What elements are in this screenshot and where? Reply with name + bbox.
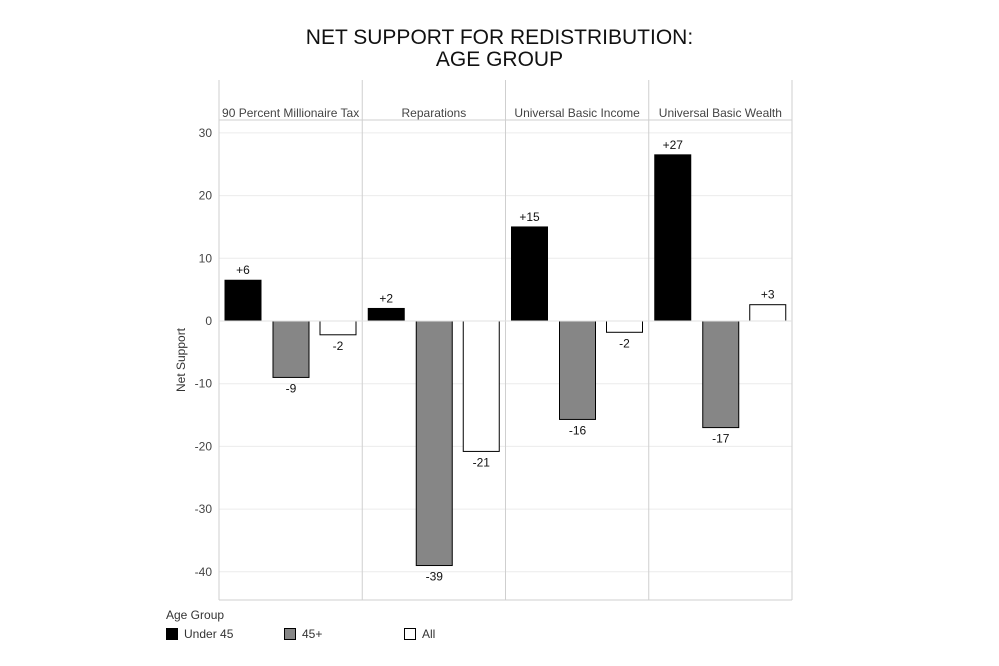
- legend-swatch: [284, 628, 296, 640]
- bar: [367, 307, 405, 322]
- data-label: +2: [379, 291, 393, 305]
- legend-item: 45+: [284, 627, 404, 641]
- bar: [749, 304, 787, 322]
- data-label: -21: [473, 455, 491, 469]
- bar: [272, 320, 310, 378]
- legend-swatch: [166, 628, 178, 640]
- data-label: -2: [619, 336, 630, 350]
- y-tick-label: -20: [195, 439, 213, 453]
- category-header: 90 Percent Millionaire Tax: [222, 106, 359, 120]
- category-header: Universal Basic Income: [514, 106, 640, 120]
- legend-item: All: [404, 627, 464, 641]
- y-tick-label: 20: [199, 189, 213, 203]
- chart-title-line-2: AGE GROUP: [435, 48, 564, 71]
- y-tick-label: 30: [199, 126, 213, 140]
- bar: [654, 154, 692, 322]
- legend-label: Under 45: [184, 627, 234, 641]
- legend-title: Age Group: [166, 608, 225, 622]
- chart-title: NET SUPPORT FOR REDISTRIBUTION: AGE GROU…: [0, 27, 999, 71]
- y-tick-label: 10: [199, 251, 213, 265]
- data-label: +6: [236, 263, 250, 277]
- data-label: +3: [761, 288, 775, 302]
- y-tick-label: -30: [195, 502, 213, 516]
- bar: [606, 320, 643, 333]
- data-label: -2: [333, 339, 344, 353]
- chart-title-line-1: NET SUPPORT FOR REDISTRIBUTION:: [305, 26, 694, 49]
- category-header: Universal Basic Wealth: [659, 106, 782, 120]
- data-label: -16: [569, 423, 587, 437]
- legend-label: 45+: [302, 627, 323, 641]
- data-label: -39: [426, 570, 444, 584]
- y-tick-label: -40: [195, 565, 213, 579]
- y-axis-label: Net Support: [174, 327, 188, 392]
- data-label: -17: [712, 432, 730, 446]
- legend-item: Under 45: [166, 627, 284, 641]
- bar: [224, 279, 262, 322]
- legend-swatch: [404, 628, 416, 640]
- legend-items: Under 45 45+ All: [166, 627, 464, 641]
- bar: [559, 320, 596, 420]
- bar: [319, 320, 357, 336]
- bar: [511, 226, 548, 322]
- data-label: +15: [519, 210, 540, 224]
- category-header: Reparations: [402, 106, 467, 120]
- y-tick-label: -10: [195, 377, 213, 391]
- bar: [702, 320, 740, 429]
- legend: Age Group Under 45 45+ All: [166, 608, 464, 641]
- data-label: -9: [286, 381, 297, 395]
- data-label: +27: [663, 138, 684, 152]
- y-tick-label: 0: [205, 314, 212, 328]
- legend-label: All: [422, 627, 436, 641]
- bar: [415, 320, 453, 567]
- bar: [462, 320, 500, 452]
